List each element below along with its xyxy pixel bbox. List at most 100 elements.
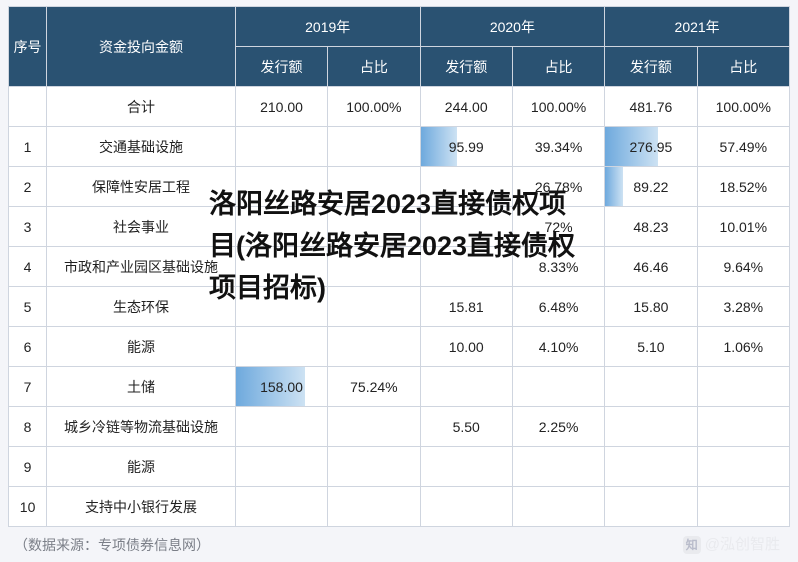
- cell-value: 10.00: [420, 327, 512, 367]
- cell-value: 9.64%: [697, 247, 789, 287]
- cell-value: 8.33%: [512, 247, 604, 287]
- cell-value: [328, 127, 420, 167]
- cell-value: [420, 207, 512, 247]
- th-2021-amount: 发行额: [605, 47, 697, 87]
- cell-name: 支持中小银行发展: [47, 487, 236, 527]
- th-year-2021: 2021年: [605, 7, 790, 47]
- cell-name: 土储: [47, 367, 236, 407]
- cell-value: [328, 327, 420, 367]
- cell-value: [605, 407, 697, 447]
- cell-value: [420, 367, 512, 407]
- table-row: 1交通基础设施 95.9939.34%276.9557.49%: [9, 127, 790, 167]
- table-row: 3社会事业 72%48.2310.01%: [9, 207, 790, 247]
- cell-seq: 3: [9, 207, 47, 247]
- cell-value: 95.99: [420, 127, 512, 167]
- cell-value: 276.95: [605, 127, 697, 167]
- cell-value: 244.00: [420, 87, 512, 127]
- cell-name: 市政和产业园区基础设施: [47, 247, 236, 287]
- cell-value: [697, 407, 789, 447]
- cell-value: 481.76: [605, 87, 697, 127]
- cell-value: 75.24%: [328, 367, 420, 407]
- cell-value: 1.06%: [697, 327, 789, 367]
- table-row: 5生态环保 15.816.48%15.803.28%: [9, 287, 790, 327]
- attribution-text: @泓创智胜: [705, 536, 780, 553]
- table-row: 4市政和产业园区基础设施 8.33%46.469.64%: [9, 247, 790, 287]
- cell-value: [420, 247, 512, 287]
- cell-value: 210.00: [235, 87, 327, 127]
- cell-value: [235, 287, 327, 327]
- cell-seq: 5: [9, 287, 47, 327]
- table-row: 6能源 10.004.10%5.101.06%: [9, 327, 790, 367]
- cell-name: 合计: [47, 87, 236, 127]
- attribution: 知@泓创智胜: [683, 533, 780, 554]
- cell-value: [605, 447, 697, 487]
- table-header: 序号 资金投向金额 2019年 2020年 2021年 发行额 占比 发行额 占…: [9, 7, 790, 87]
- cell-seq: 10: [9, 487, 47, 527]
- th-2021-ratio: 占比: [697, 47, 789, 87]
- cell-name: 城乡冷链等物流基础设施: [47, 407, 236, 447]
- th-seq: 序号: [9, 7, 47, 87]
- cell-value: [697, 367, 789, 407]
- th-2020-ratio: 占比: [512, 47, 604, 87]
- cell-value: [512, 487, 604, 527]
- th-2019-ratio: 占比: [328, 47, 420, 87]
- cell-seq: [9, 87, 47, 127]
- cell-name: 社会事业: [47, 207, 236, 247]
- cell-value: 5.10: [605, 327, 697, 367]
- cell-value: [235, 447, 327, 487]
- cell-value: 2.25%: [512, 407, 604, 447]
- cell-value: 15.81: [420, 287, 512, 327]
- cell-value: [235, 247, 327, 287]
- cell-value: [328, 247, 420, 287]
- zhihu-icon: 知: [683, 536, 701, 554]
- data-source: （数据来源：专项债券信息网）: [8, 535, 790, 555]
- cell-value: [235, 407, 327, 447]
- cell-value: [328, 287, 420, 327]
- table-row: 7土储158.0075.24%: [9, 367, 790, 407]
- cell-value: [235, 127, 327, 167]
- cell-value: 15.80: [605, 287, 697, 327]
- cell-seq: 6: [9, 327, 47, 367]
- cell-value: [328, 447, 420, 487]
- cell-value: 3.28%: [697, 287, 789, 327]
- cell-value: [235, 327, 327, 367]
- cell-seq: 9: [9, 447, 47, 487]
- cell-value: 5.50: [420, 407, 512, 447]
- cell-value: 48.23: [605, 207, 697, 247]
- cell-value: 10.01%: [697, 207, 789, 247]
- cell-name: 能源: [47, 327, 236, 367]
- th-2020-amount: 发行额: [420, 47, 512, 87]
- cell-name: 生态环保: [47, 287, 236, 327]
- cell-value: 26.78%: [512, 167, 604, 207]
- th-2019-amount: 发行额: [235, 47, 327, 87]
- cell-value: [328, 407, 420, 447]
- cell-value: 6.48%: [512, 287, 604, 327]
- cell-name: 交通基础设施: [47, 127, 236, 167]
- table-row: 2保障性安居工程26.78%89.2218.52%: [9, 167, 790, 207]
- cell-value: [235, 167, 327, 207]
- th-year-2019: 2019年: [235, 7, 420, 47]
- cell-value: 100.00%: [512, 87, 604, 127]
- cell-seq: 2: [9, 167, 47, 207]
- cell-value: 39.34%: [512, 127, 604, 167]
- table-row: 10支持中小银行发展: [9, 487, 790, 527]
- table-row: 合计210.00100.00%244.00100.00%481.76100.00…: [9, 87, 790, 127]
- th-year-2020: 2020年: [420, 7, 605, 47]
- cell-value: 4.10%: [512, 327, 604, 367]
- funding-table: 序号 资金投向金额 2019年 2020年 2021年 发行额 占比 发行额 占…: [8, 6, 790, 527]
- cell-seq: 1: [9, 127, 47, 167]
- cell-value: 57.49%: [697, 127, 789, 167]
- cell-value: 100.00%: [328, 87, 420, 127]
- cell-seq: 4: [9, 247, 47, 287]
- table-row: 8城乡冷链等物流基础设施5.502.25%: [9, 407, 790, 447]
- cell-value: [235, 207, 327, 247]
- cell-value: [235, 487, 327, 527]
- cell-value: 46.46: [605, 247, 697, 287]
- cell-value: [605, 367, 697, 407]
- cell-value: [420, 447, 512, 487]
- cell-value: [512, 367, 604, 407]
- cell-value: [328, 487, 420, 527]
- cell-value: 72%: [512, 207, 604, 247]
- cell-seq: 7: [9, 367, 47, 407]
- cell-name: 能源: [47, 447, 236, 487]
